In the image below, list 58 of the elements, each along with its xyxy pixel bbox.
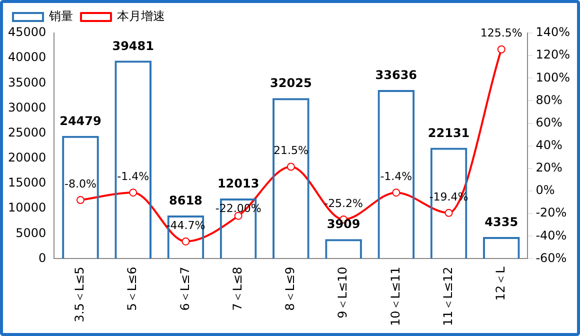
data-label: -1.4% [380, 170, 412, 183]
y2-tick-label: 140% [536, 25, 570, 40]
y2-tick-label: -60% [536, 250, 567, 265]
data-label: 32025 [270, 76, 312, 90]
y2-tick-label: 120% [536, 48, 570, 62]
point [286, 162, 295, 171]
x-tick-label: 7＜L≤8 [230, 266, 244, 311]
x-tick-label: 12＜L [494, 266, 508, 301]
data-label: 3909 [326, 217, 360, 232]
x-tick-label: 3.5＜L≤5 [72, 266, 87, 322]
data-label: -8.0% [64, 177, 96, 190]
data-label: -1.4% [117, 170, 150, 183]
y2-tick-label: 80% [536, 92, 562, 107]
y-tick-label: 30000 [8, 100, 46, 114]
y2-tick-label: 0% [536, 183, 555, 198]
y-tick-label: 0 [38, 250, 46, 265]
y-tick-label: 20000 [8, 150, 46, 165]
point [497, 45, 506, 54]
y2-tick-label: 100% [536, 70, 570, 84]
bar [272, 98, 310, 259]
y-tick-label: 45000 [8, 25, 46, 40]
data-label: 12013 [217, 176, 260, 191]
y2-tick-label: 40% [536, 138, 562, 152]
y2-tick-label: -20% [536, 206, 567, 220]
y-tick-label: 15000 [8, 176, 46, 190]
legend-label: 本月增速 [117, 9, 165, 24]
data-label: 39481 [112, 38, 154, 53]
x-tick-label: 10＜L≤11 [388, 266, 402, 326]
point [182, 237, 190, 246]
x-tick-label: 6＜L≤7 [178, 266, 192, 311]
x-tick-label: 9＜L≤10 [336, 266, 350, 318]
y2-tick-label: 20% [536, 160, 562, 175]
point [392, 188, 400, 197]
bar [378, 90, 415, 259]
point [444, 208, 453, 217]
y-tick-label: 5000 [16, 226, 46, 240]
data-label: 125.5% [480, 26, 522, 40]
point [76, 196, 84, 204]
y-tick-label: 10000 [8, 200, 46, 215]
legend-label: 销量 [48, 9, 73, 24]
data-label: -25.2% [324, 196, 364, 210]
point [129, 188, 138, 197]
y2-tick-label: 60% [536, 115, 562, 130]
y-tick-label: 25000 [8, 125, 46, 140]
x-tick-label: 5＜L≤6 [125, 266, 140, 311]
y-tick-label: 40000 [8, 50, 46, 64]
bar [430, 148, 468, 259]
y-tick-label: 35000 [8, 75, 46, 90]
bar [62, 136, 99, 259]
data-label: 33636 [375, 68, 418, 82]
data-label: 8618 [169, 194, 202, 208]
x-tick-label: 8＜L≤9 [283, 266, 298, 311]
x-tick-label: 11＜L≤12 [440, 266, 455, 326]
y2-tick-label: -40% [536, 228, 567, 242]
data-label: 22131 [428, 126, 470, 140]
data-label: 4335 [484, 215, 518, 230]
data-label: 24479 [60, 114, 102, 128]
bar [114, 60, 152, 259]
